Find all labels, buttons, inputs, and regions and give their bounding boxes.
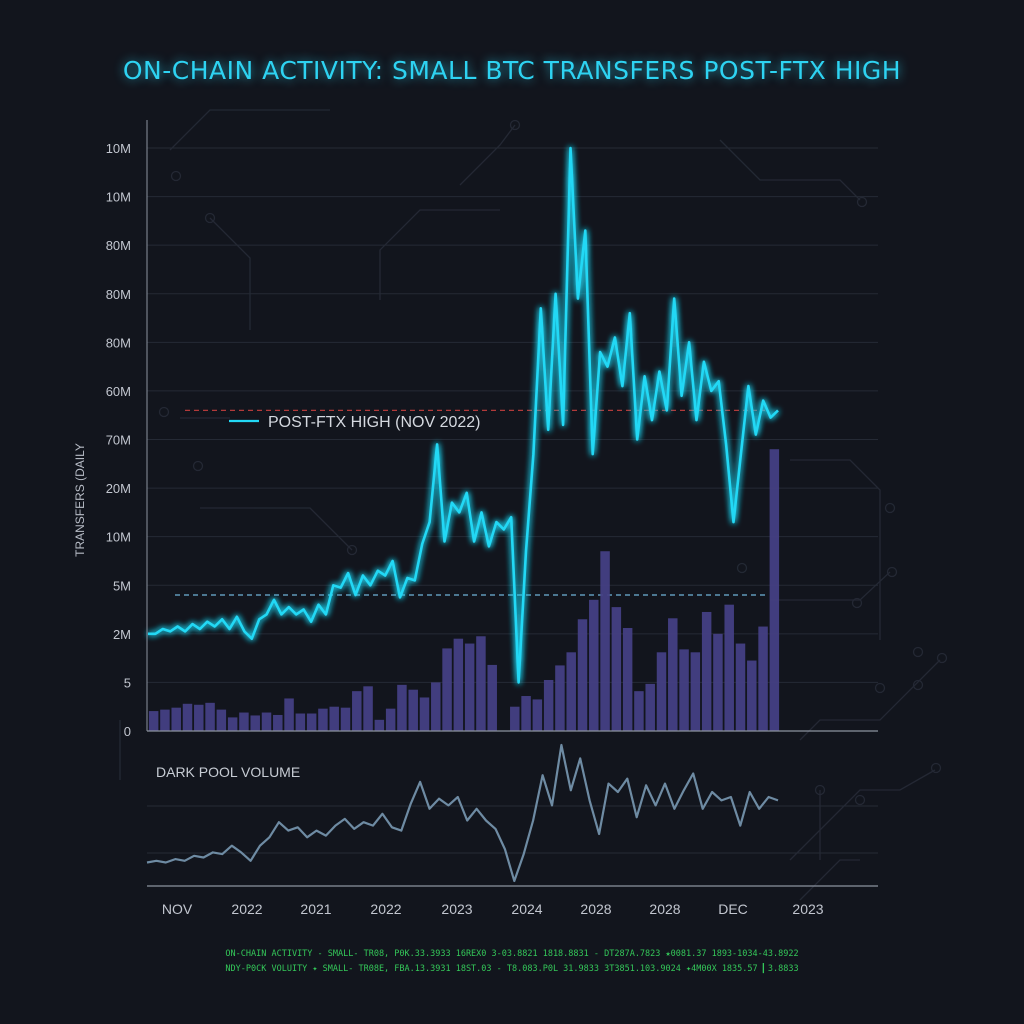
volume-bar	[227, 717, 238, 731]
x-tick-label: 2024	[511, 901, 542, 917]
volume-bar	[250, 715, 260, 731]
volume-bar	[634, 691, 644, 731]
dark-pool-line	[146, 743, 779, 883]
volume-bar	[690, 652, 701, 731]
volume-bar	[724, 604, 734, 731]
volume-bar	[464, 643, 475, 731]
volume-bar	[713, 633, 723, 731]
y-tick-label: 0	[124, 724, 131, 739]
y-tick-label: 80M	[106, 238, 131, 253]
y-tick-label: 80M	[106, 287, 131, 302]
y-tick-label: 80M	[106, 335, 131, 350]
volume-bar	[747, 660, 757, 731]
volume-bar	[645, 683, 655, 731]
y-tick-label: 5M	[113, 578, 131, 593]
volume-bar	[668, 618, 678, 731]
volume-bar	[453, 638, 464, 731]
volume-bar	[239, 712, 249, 731]
volume-bar	[656, 652, 667, 731]
volume-bar	[160, 709, 170, 731]
volume-bar	[385, 708, 396, 731]
y-tick-label: 20M	[106, 481, 131, 496]
volume-bar	[476, 636, 486, 731]
footer-line-2: NDY-P0CK VOLUITY ✦ SMALL- TR08E, FBA.13.…	[225, 964, 799, 974]
x-tick-label: 2022	[370, 901, 401, 917]
volume-bar	[419, 697, 430, 731]
volume-bar	[589, 599, 599, 731]
volume-bar	[735, 643, 746, 731]
volume-bar	[622, 628, 633, 731]
volume-bar	[318, 708, 328, 731]
legend-label: POST-FTX HIGH (NOV 2022)	[268, 414, 480, 431]
dark-pool-title: DARK POOL VOLUME	[156, 764, 300, 780]
volume-bar	[555, 665, 565, 731]
y-axis-label: TRANSFERS (DAILY	[73, 443, 87, 557]
volume-bar	[758, 626, 768, 731]
volume-bar	[352, 691, 362, 731]
volume-bar	[340, 707, 351, 731]
volume-bar	[216, 709, 227, 731]
volume-bar	[679, 649, 689, 731]
footer-line-1: ON-CHAIN ACTIVITY - SMALL- TR08, P0K.33.…	[225, 949, 799, 959]
x-tick-label: NOV	[162, 901, 193, 917]
volume-bar	[148, 711, 159, 731]
volume-bar	[543, 679, 554, 731]
volume-bar	[701, 611, 712, 731]
volume-bar	[306, 713, 317, 731]
x-tick-label: 2023	[441, 901, 472, 917]
volume-bar	[194, 704, 204, 731]
volume-bar	[510, 706, 520, 731]
volume-bar	[397, 684, 407, 731]
volume-bar	[205, 702, 215, 731]
volume-bar	[769, 449, 780, 731]
volume-bar	[577, 619, 588, 731]
y-tick-label: 5	[124, 675, 131, 690]
y-tick-label: 10M	[106, 141, 131, 156]
volume-bar	[182, 703, 193, 731]
x-tick-label: 2028	[649, 901, 680, 917]
y-tick-label: 10M	[106, 190, 131, 205]
volume-bar	[611, 607, 622, 731]
volume-bar	[431, 682, 441, 731]
transfers-line	[148, 146, 779, 684]
x-tick-label: 2021	[300, 901, 331, 917]
volume-bar	[487, 664, 497, 731]
volume-bar	[566, 652, 576, 731]
x-tick-label: DEC	[718, 901, 748, 917]
volume-bar	[171, 707, 181, 731]
y-tick-label: 2M	[113, 627, 131, 642]
x-tick-label: 2028	[580, 901, 611, 917]
volume-bar	[374, 719, 385, 731]
volume-bar	[521, 696, 531, 731]
chart-title: ON-CHAIN ACTIVITY: SMALL BTC TRANSFERS P…	[122, 56, 902, 85]
volume-bar	[284, 698, 294, 731]
volume-bar	[329, 706, 339, 731]
volume-bar	[532, 699, 543, 731]
y-tick-label: 10M	[106, 530, 131, 545]
volume-bar	[295, 713, 306, 731]
y-tick-label: 60M	[106, 384, 131, 399]
volume-bar	[408, 689, 418, 731]
volume-bar	[273, 714, 283, 731]
volume-bar	[600, 551, 610, 731]
volume-bar	[261, 712, 272, 731]
circuit-decoration	[119, 109, 948, 901]
y-tick-label: 70M	[106, 433, 131, 448]
volume-bar	[442, 648, 452, 731]
volume-bar	[363, 686, 373, 731]
x-tick-label: 2023	[792, 901, 823, 917]
x-tick-label: 2022	[231, 901, 262, 917]
